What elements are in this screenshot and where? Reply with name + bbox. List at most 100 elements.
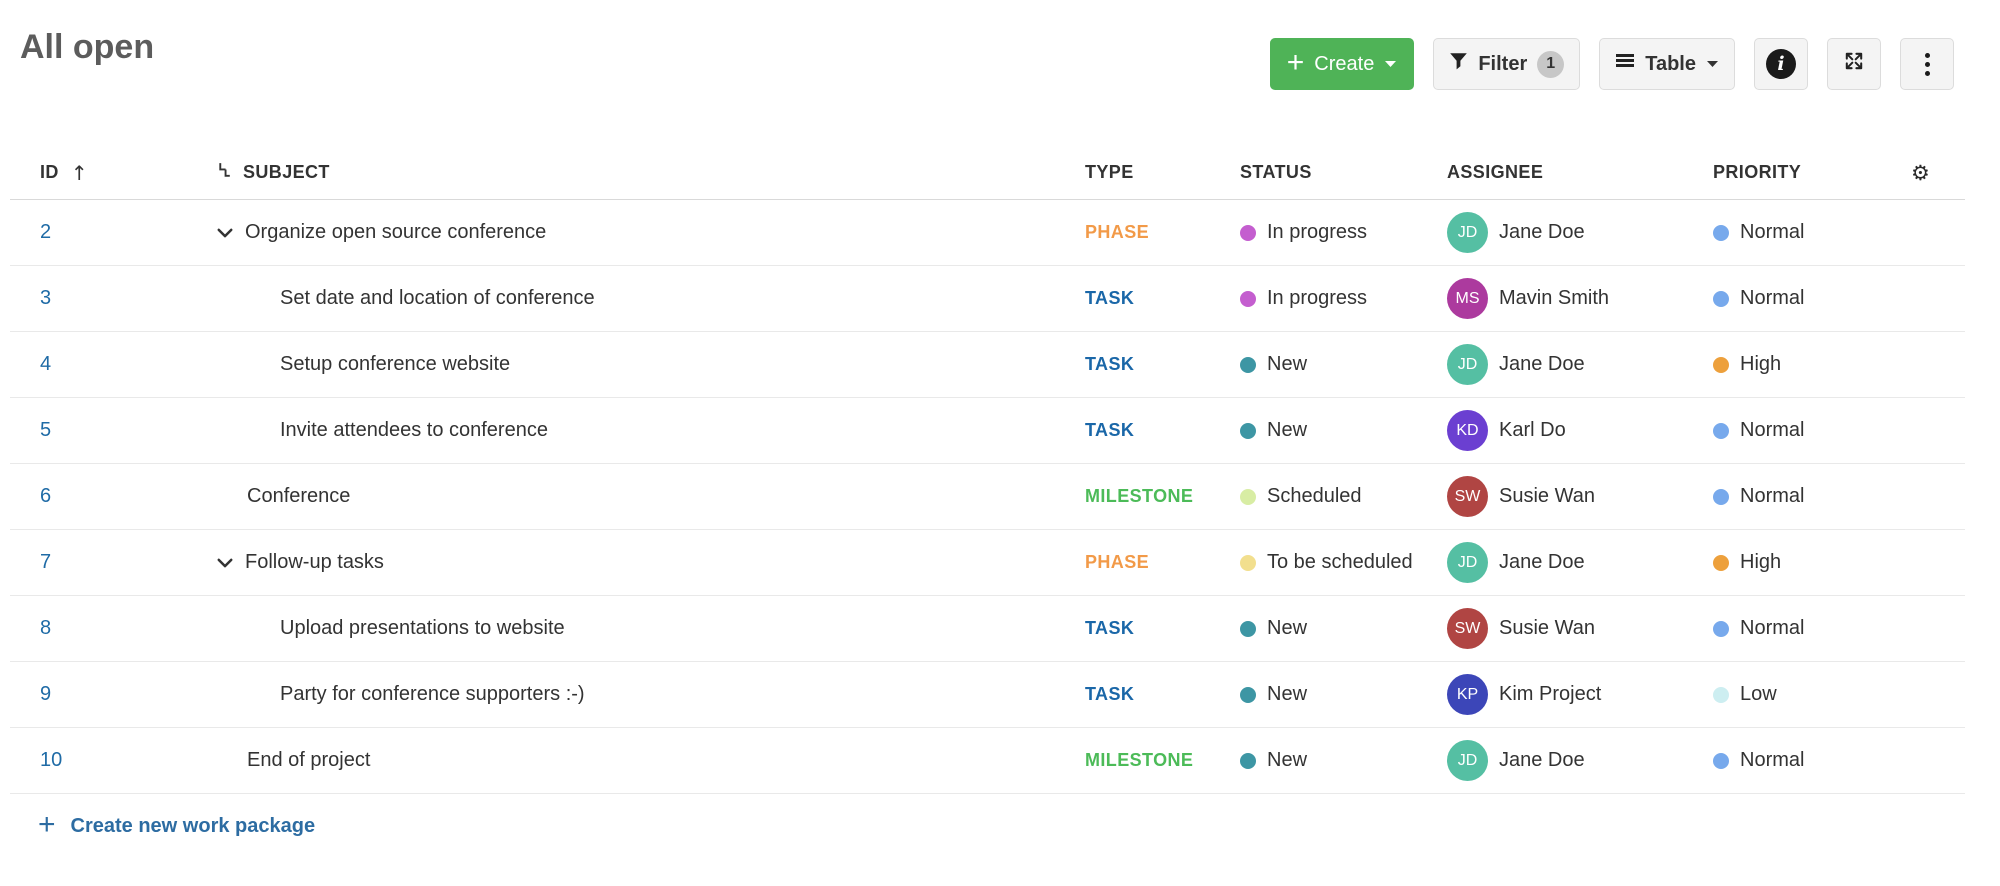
wp-id-link[interactable]: 8 bbox=[40, 617, 52, 639]
hierarchy-icon[interactable] bbox=[215, 161, 234, 185]
wp-type[interactable]: MILESTONE bbox=[1085, 486, 1194, 506]
info-button[interactable]: i bbox=[1754, 38, 1808, 90]
priority-dot bbox=[1713, 686, 1729, 703]
wp-type[interactable]: PHASE bbox=[1085, 552, 1150, 572]
table-settings-button[interactable]: ⚙ bbox=[1905, 161, 1965, 185]
wp-id-link[interactable]: 6 bbox=[40, 485, 52, 507]
status-dot bbox=[1240, 422, 1256, 439]
priority-dot bbox=[1713, 224, 1729, 241]
wp-priority[interactable]: Normal bbox=[1740, 287, 1805, 309]
wp-id-link[interactable]: 4 bbox=[40, 353, 52, 375]
wp-priority[interactable]: High bbox=[1740, 353, 1782, 375]
wp-assignee[interactable]: Jane Doe bbox=[1499, 749, 1585, 771]
table-row[interactable]: 4 Setup conference website TASK New JD Ja… bbox=[10, 332, 1965, 398]
wp-priority[interactable]: Low bbox=[1740, 683, 1777, 705]
wp-subject[interactable]: End of project bbox=[247, 749, 371, 771]
wp-subject[interactable]: Set date and location of conference bbox=[280, 287, 595, 309]
wp-subject[interactable]: Party for conference supporters :-) bbox=[280, 683, 585, 705]
fullscreen-button[interactable] bbox=[1827, 38, 1881, 90]
column-header-assignee-label: ASSIGNEE bbox=[1447, 162, 1544, 182]
wp-status[interactable]: New bbox=[1267, 617, 1308, 639]
column-header-status[interactable]: STATUS bbox=[1240, 162, 1447, 183]
chevron-down-icon bbox=[1384, 60, 1397, 68]
wp-status[interactable]: In progress bbox=[1267, 221, 1368, 243]
collapse-chevron-icon[interactable] bbox=[215, 553, 245, 573]
wp-type[interactable]: TASK bbox=[1085, 684, 1135, 704]
status-dot bbox=[1240, 290, 1256, 307]
wp-assignee[interactable]: Susie Wan bbox=[1499, 617, 1595, 639]
wp-status[interactable]: New bbox=[1267, 419, 1308, 441]
filter-button[interactable]: Filter 1 bbox=[1433, 38, 1581, 90]
filter-button-label: Filter bbox=[1478, 52, 1528, 75]
wp-subject[interactable]: Conference bbox=[247, 485, 351, 507]
wp-subject[interactable]: Organize open source conference bbox=[245, 221, 547, 243]
wp-status[interactable]: New bbox=[1267, 353, 1308, 375]
wp-priority[interactable]: Normal bbox=[1740, 419, 1805, 441]
create-new-work-package-link[interactable]: + Create new work package bbox=[10, 794, 1965, 858]
wp-assignee[interactable]: Karl Do bbox=[1499, 419, 1566, 441]
table-row[interactable]: 7 Follow-up tasks PHASE To be scheduled … bbox=[10, 530, 1965, 596]
status-dot bbox=[1240, 686, 1256, 703]
wp-priority[interactable]: High bbox=[1740, 551, 1782, 573]
wp-subject[interactable]: Invite attendees to conference bbox=[280, 419, 548, 441]
wp-priority[interactable]: Normal bbox=[1740, 617, 1805, 639]
wp-id-link[interactable]: 10 bbox=[40, 749, 63, 771]
table-row[interactable]: 5 Invite attendees to conference TASK Ne… bbox=[10, 398, 1965, 464]
wp-assignee[interactable]: Susie Wan bbox=[1499, 485, 1595, 507]
wp-id-link[interactable]: 5 bbox=[40, 419, 52, 441]
view-mode-button[interactable]: Table bbox=[1599, 38, 1735, 90]
column-header-priority-label: PRIORITY bbox=[1713, 162, 1802, 182]
priority-dot bbox=[1713, 620, 1729, 637]
wp-priority[interactable]: Normal bbox=[1740, 749, 1805, 771]
wp-priority[interactable]: Normal bbox=[1740, 485, 1805, 507]
wp-id-link[interactable]: 2 bbox=[40, 221, 52, 243]
wp-assignee[interactable]: Kim Project bbox=[1499, 683, 1602, 705]
wp-status[interactable]: New bbox=[1267, 683, 1308, 705]
column-header-id[interactable]: ID ↑ bbox=[10, 161, 215, 185]
wp-assignee[interactable]: Jane Doe bbox=[1499, 353, 1585, 375]
column-header-subject[interactable]: SUBJECT bbox=[215, 161, 1085, 185]
wp-assignee[interactable]: Jane Doe bbox=[1499, 551, 1585, 573]
wp-type[interactable]: MILESTONE bbox=[1085, 750, 1194, 770]
wp-subject[interactable]: Setup conference website bbox=[280, 353, 511, 375]
status-dot bbox=[1240, 554, 1256, 571]
wp-type[interactable]: TASK bbox=[1085, 288, 1135, 308]
collapse-chevron-icon[interactable] bbox=[215, 223, 245, 243]
status-dot bbox=[1240, 620, 1256, 637]
wp-subject[interactable]: Upload presentations to website bbox=[280, 617, 565, 639]
table-row[interactable]: 9 Party for conference supporters :-) TA… bbox=[10, 662, 1965, 728]
wp-assignee[interactable]: Mavin Smith bbox=[1499, 287, 1610, 309]
column-header-subject-label: SUBJECT bbox=[243, 162, 330, 182]
wp-id-link[interactable]: 9 bbox=[40, 683, 52, 705]
wp-type[interactable]: TASK bbox=[1085, 618, 1135, 638]
wp-type[interactable]: TASK bbox=[1085, 420, 1135, 440]
wp-id-link[interactable]: 7 bbox=[40, 551, 52, 573]
table-row[interactable]: 2 Organize open source conference PHASE … bbox=[10, 200, 1965, 266]
wp-subject[interactable]: Follow-up tasks bbox=[245, 551, 384, 573]
wp-id-link[interactable]: 3 bbox=[40, 287, 52, 309]
column-header-type[interactable]: TYPE bbox=[1085, 162, 1240, 183]
toolbar: + Create Filter 1 Table bbox=[1269, 38, 1954, 90]
wp-status[interactable]: New bbox=[1267, 749, 1308, 771]
sort-ascending-icon: ↑ bbox=[70, 160, 88, 185]
wp-type[interactable]: TASK bbox=[1085, 354, 1135, 374]
more-menu-button[interactable] bbox=[1900, 38, 1954, 90]
wp-assignee[interactable]: Jane Doe bbox=[1499, 221, 1585, 243]
column-header-assignee[interactable]: ASSIGNEE bbox=[1447, 162, 1713, 183]
priority-dot bbox=[1713, 422, 1729, 439]
wp-status[interactable]: To be scheduled bbox=[1267, 551, 1413, 573]
wp-priority[interactable]: Normal bbox=[1740, 221, 1805, 243]
wp-status[interactable]: Scheduled bbox=[1267, 485, 1362, 507]
wp-type[interactable]: PHASE bbox=[1085, 222, 1150, 242]
wp-status[interactable]: In progress bbox=[1267, 287, 1368, 309]
priority-dot bbox=[1713, 290, 1729, 307]
create-button[interactable]: + Create bbox=[1269, 38, 1415, 90]
table-row[interactable]: 10 End of project MILESTONE New JD Jane D… bbox=[10, 728, 1965, 794]
table-row[interactable]: 6 Conference MILESTONE Scheduled SW Susie… bbox=[10, 464, 1965, 530]
fullscreen-expand-icon bbox=[1842, 49, 1866, 79]
kebab-menu-icon bbox=[1924, 52, 1930, 76]
table-rows-icon bbox=[1615, 52, 1635, 76]
table-row[interactable]: 3 Set date and location of conference TA… bbox=[10, 266, 1965, 332]
table-row[interactable]: 8 Upload presentations to website TASK N… bbox=[10, 596, 1965, 662]
column-header-priority[interactable]: PRIORITY bbox=[1713, 162, 1905, 183]
